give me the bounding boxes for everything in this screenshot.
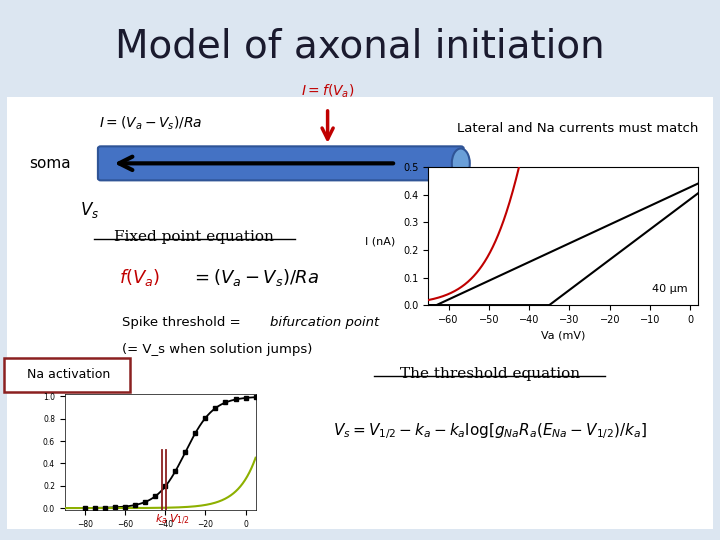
X-axis label: Va (mV): Va (mV) — [541, 330, 585, 340]
Text: 40 μm: 40 μm — [652, 284, 688, 294]
Text: Spike threshold =: Spike threshold = — [122, 316, 246, 329]
Text: The threshold equation: The threshold equation — [400, 367, 580, 381]
Text: $V_s = V_{1/2} - k_a - k_a \log\!\left[g_{Na}R_a(E_{Na}-V_{1/2})/k_a\right]$: $V_s = V_{1/2} - k_a - k_a \log\!\left[g… — [333, 421, 647, 441]
Text: Model of axonal initiation: Model of axonal initiation — [115, 27, 605, 65]
Text: Na activation: Na activation — [27, 368, 110, 381]
Text: I (nA): I (nA) — [364, 237, 395, 246]
Text: $I=(V_a-V_s)/Ra$: $I=(V_a-V_s)/Ra$ — [99, 115, 203, 132]
Ellipse shape — [452, 148, 470, 178]
Text: $V_{1/2}$: $V_{1/2}$ — [168, 513, 190, 527]
FancyBboxPatch shape — [4, 358, 130, 392]
Text: $f(V_a)$: $f(V_a)$ — [119, 267, 160, 288]
Text: Fixed point equation: Fixed point equation — [114, 230, 274, 244]
Bar — [7, 97, 713, 529]
Text: $V_s$: $V_s$ — [81, 200, 99, 220]
Text: $= (V_a-V_s)/Ra$: $= (V_a-V_s)/Ra$ — [191, 267, 319, 288]
Text: soma: soma — [30, 156, 71, 171]
Text: Lateral and Na currents must match: Lateral and Na currents must match — [457, 122, 698, 135]
FancyBboxPatch shape — [98, 146, 464, 180]
Text: bifurcation point: bifurcation point — [270, 316, 379, 329]
Text: (= V_s when solution jumps): (= V_s when solution jumps) — [122, 343, 312, 356]
Text: $I=f(V_a)$: $I=f(V_a)$ — [301, 83, 354, 100]
Text: $k_a$: $k_a$ — [155, 512, 168, 526]
